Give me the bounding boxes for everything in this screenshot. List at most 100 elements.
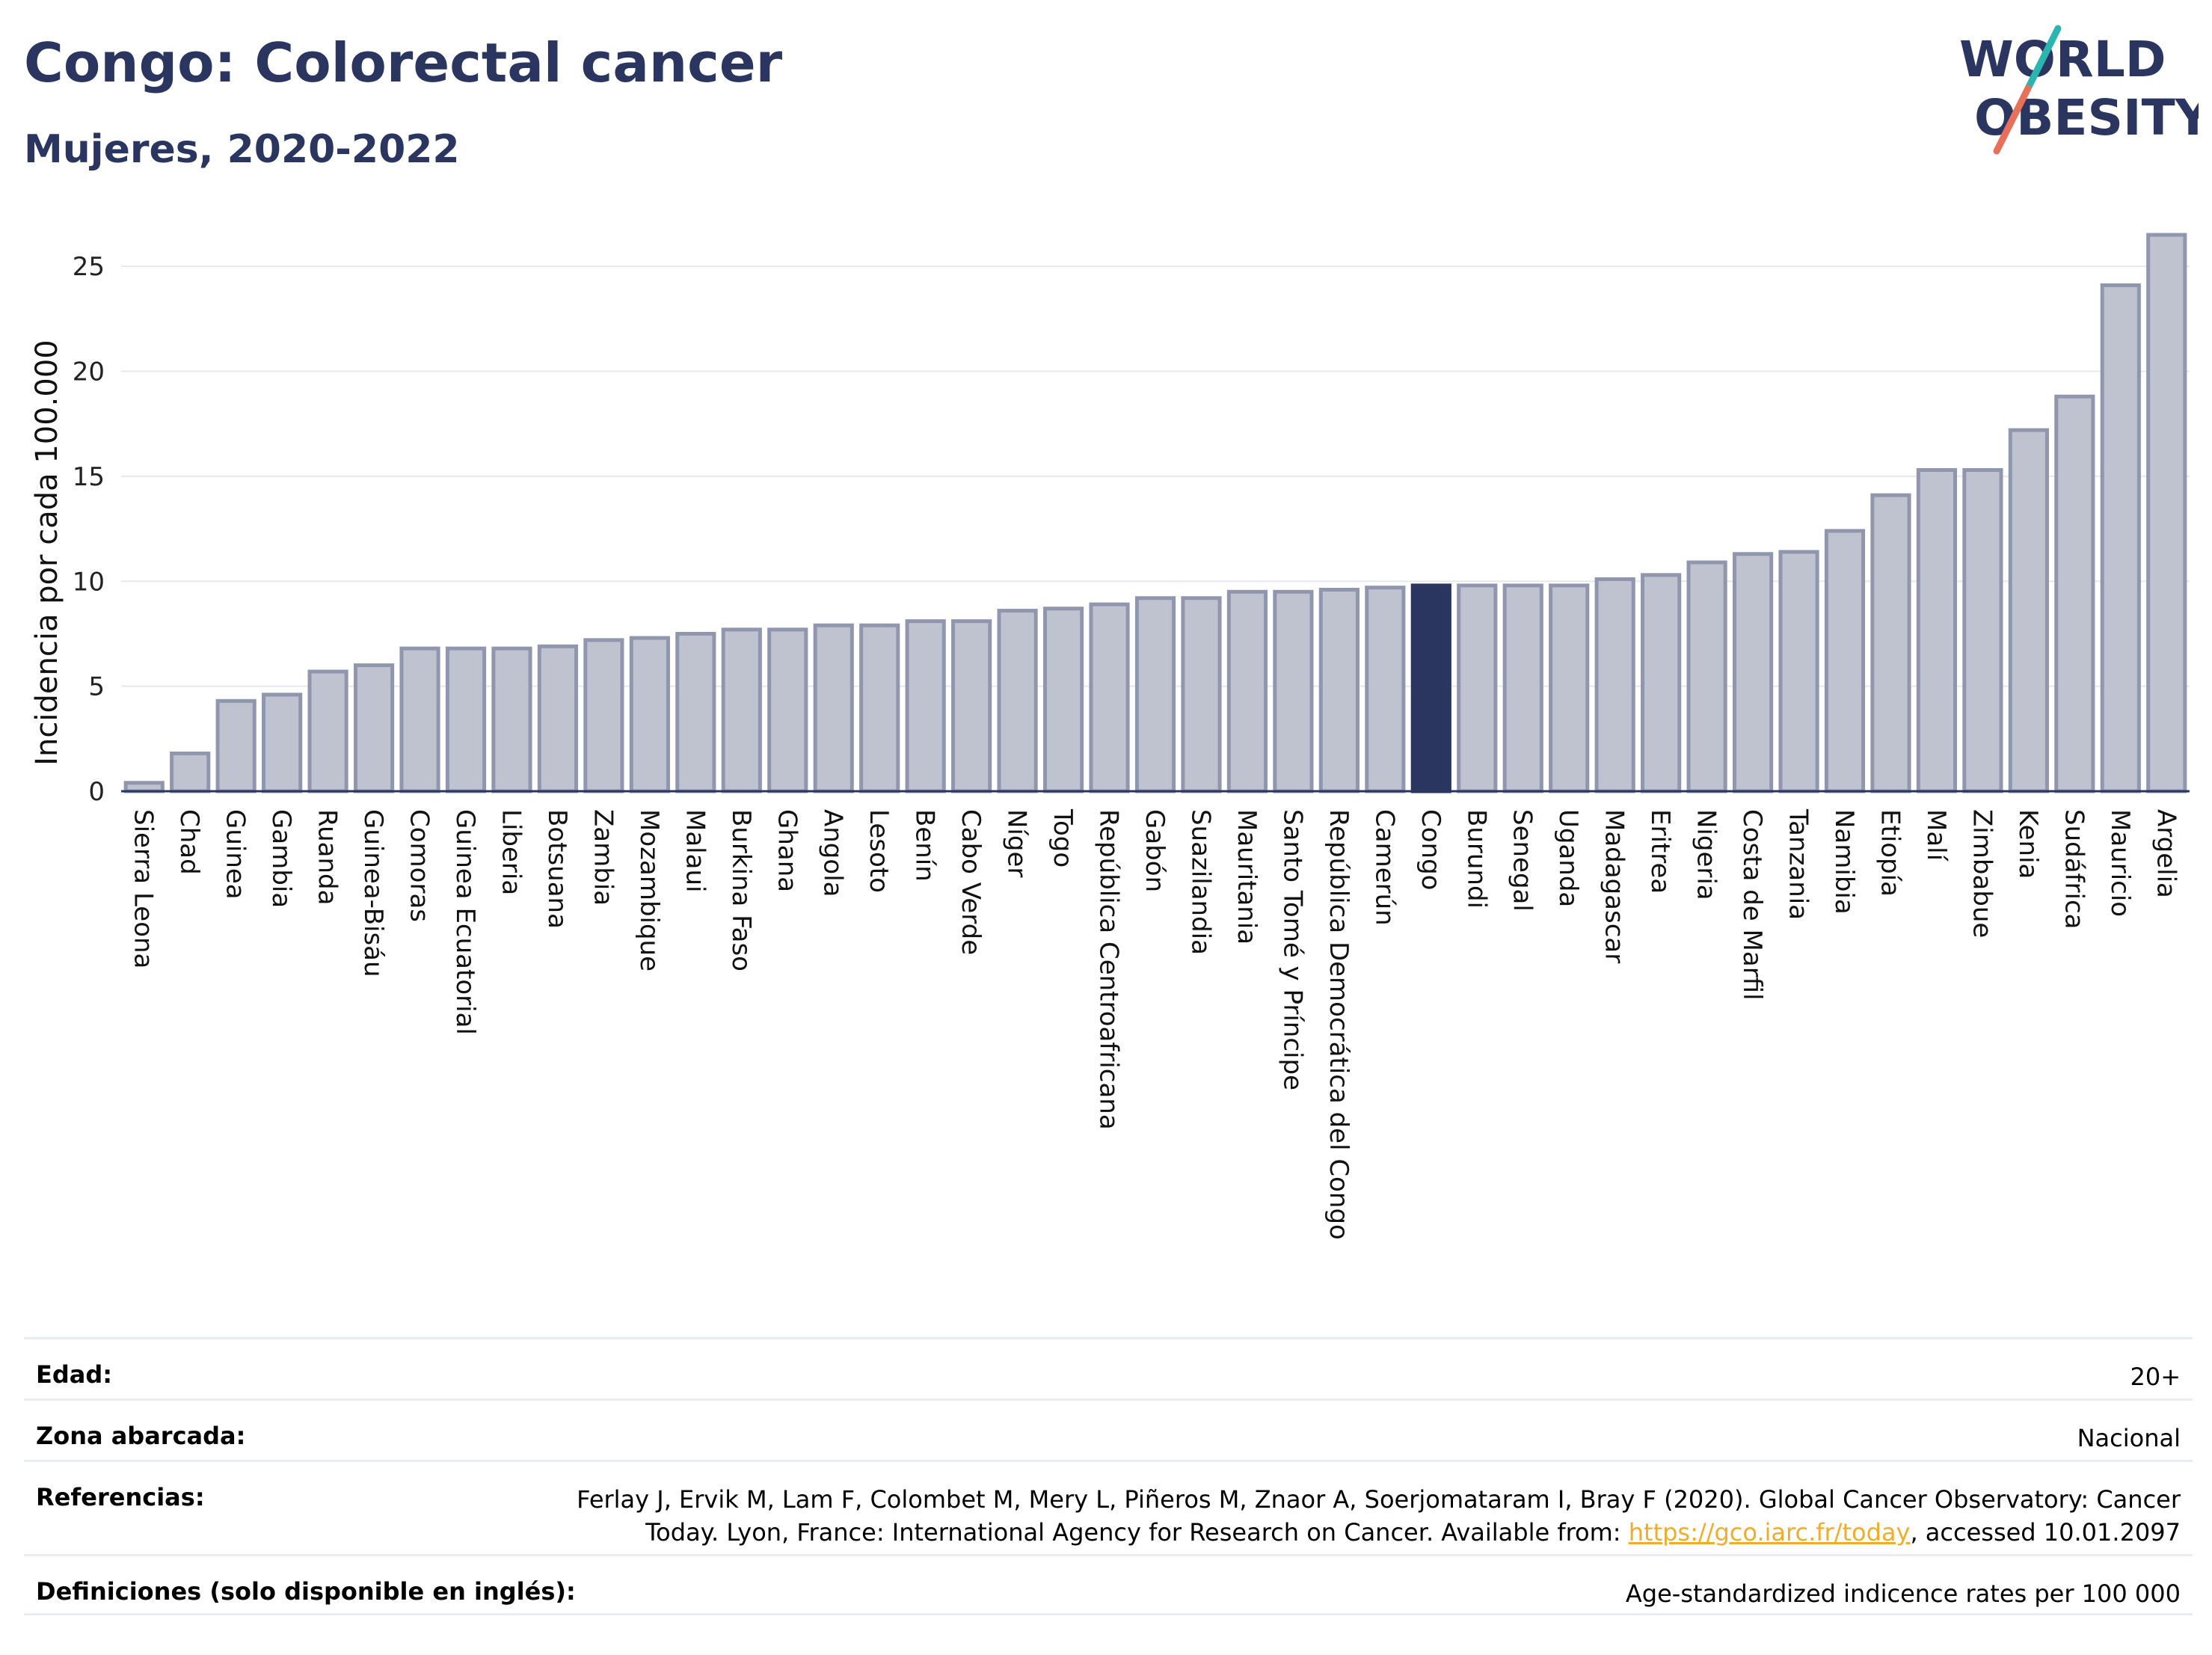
chart-subtitle: Mujeres, 2020-2022 <box>24 127 460 172</box>
bar <box>1732 552 1774 793</box>
logo-slash-teal <box>2024 25 2062 92</box>
x-tick-label: Guinea Ecuatorial <box>450 809 480 1035</box>
x-tick-label: Togo <box>1048 808 1078 868</box>
reference-accessed: , accessed 10.01.2097 <box>1910 1518 2181 1547</box>
bar <box>262 693 303 793</box>
bar <box>629 636 670 793</box>
x-tick-label: Níger <box>1002 809 1032 877</box>
bar <box>491 646 532 793</box>
y-tick-label: 20 <box>73 357 105 387</box>
x-tick-label: Comoras <box>405 809 434 922</box>
bar <box>951 619 992 793</box>
bar <box>1778 550 1819 793</box>
x-tick-label: Botsuana <box>542 809 572 929</box>
x-tick-label: Ruanda <box>313 809 342 905</box>
bar <box>1641 573 1682 793</box>
x-tick-label: Uganda <box>1553 809 1583 907</box>
info-value-age: 20+ <box>2130 1363 2181 1391</box>
bar-highlight <box>1410 583 1451 793</box>
x-tick-label: República Democrática del Congo <box>1324 809 1354 1240</box>
reference-line2: Today. Lyon, France: International Agenc… <box>645 1518 1629 1547</box>
x-tick-label: Tanzania <box>1784 808 1813 920</box>
chart-title: Congo: Colorectal cancer <box>24 31 783 94</box>
x-tick-label: Costa de Marfil <box>1737 809 1767 1001</box>
x-tick-label: Chad <box>174 809 204 875</box>
info-row-area: Zona abarcada: Nacional <box>24 1398 2193 1460</box>
x-tick-label: Sierra Leona <box>129 809 159 968</box>
x-tick-label: Etiopía <box>1875 809 1905 897</box>
bar <box>307 669 348 793</box>
bar <box>123 781 165 793</box>
x-tick-label: Argelia <box>2151 809 2181 898</box>
info-label-definitions: Definiciones (solo disponible en inglés)… <box>36 1577 576 1606</box>
x-tick-label: Congo <box>1416 809 1446 890</box>
info-table: Edad: 20+ Zona abarcada: Nacional Refere… <box>24 1337 2193 1615</box>
x-tick-label: Mauritania <box>1232 809 1262 945</box>
x-tick-label: Mozambique <box>634 809 664 971</box>
bar <box>2054 394 2095 793</box>
x-tick-label: Madagascar <box>1600 809 1629 963</box>
bar <box>675 631 716 793</box>
y-tick-label: 15 <box>73 462 105 492</box>
bar <box>170 751 211 793</box>
x-tick-label: Gambia <box>266 809 296 908</box>
x-tick-label: Guinea-Bisáu <box>358 809 388 977</box>
info-value-definitions: Age-standardized indicence rates per 100… <box>1625 1579 2181 1608</box>
bar <box>813 623 854 793</box>
bar <box>399 646 440 793</box>
bar <box>537 644 579 793</box>
info-value-area: Nacional <box>2077 1424 2181 1452</box>
info-value-references: Ferlay J, Ervik M, Lam F, Colombet M, Me… <box>577 1483 2181 1549</box>
y-tick-label: 5 <box>88 672 105 702</box>
bar <box>767 627 808 793</box>
bar <box>1870 493 1911 793</box>
info-label-area: Zona abarcada: <box>36 1422 246 1450</box>
bar <box>1089 602 1130 793</box>
x-tick-label: Guinea <box>221 809 251 900</box>
bar <box>1042 607 1084 793</box>
x-tick-label: Eritrea <box>1645 809 1675 894</box>
x-tick-label: República Centroafricana <box>1094 809 1124 1130</box>
x-tick-label: Santo Tomé y Príncipe <box>1277 809 1307 1090</box>
bar <box>1273 589 1314 793</box>
bar <box>1824 529 1866 793</box>
info-label-references: Referencias: <box>36 1483 205 1511</box>
bar <box>215 698 256 793</box>
bar <box>859 623 900 793</box>
x-tick-label: Senegal <box>1508 809 1537 912</box>
bar <box>1226 589 1268 793</box>
reference-link[interactable]: https://gco.iarc.fr/today <box>1628 1518 1911 1547</box>
bar <box>1916 467 1958 793</box>
bar-chart: 0 5 10 15 20 25 Sierra Leona Chad Guinea Gambia R… <box>30 233 2190 1240</box>
bars <box>123 233 2187 793</box>
bar <box>1549 583 1590 793</box>
x-axis-labels: Sierra Leona Chad Guinea Gambia Ruanda Guinea… <box>129 808 2181 1240</box>
x-tick-label: Lesoto <box>864 809 894 893</box>
y-tick-label: 25 <box>73 252 105 282</box>
bar <box>1318 587 1360 793</box>
x-tick-label: Sudáfrica <box>2059 809 2089 929</box>
x-tick-label: Burundi <box>1461 809 1491 909</box>
x-tick-label: Camerún <box>1369 809 1399 926</box>
bar <box>1962 467 2003 793</box>
bar <box>721 627 762 793</box>
bar <box>2100 283 2141 793</box>
bar <box>1181 596 1222 793</box>
x-tick-label: Ghana <box>772 809 802 892</box>
bar <box>353 663 395 793</box>
bar <box>1457 583 1498 793</box>
x-tick-label: Mauricio <box>2105 809 2135 917</box>
bar <box>1594 577 1635 793</box>
x-tick-label: Liberia <box>496 809 526 895</box>
x-tick-label: Suazilandia <box>1185 809 1215 955</box>
bar <box>997 609 1038 793</box>
y-axis-title: Incidencia por cada 100.000 <box>30 340 64 766</box>
x-tick-label: Angola <box>818 809 848 897</box>
x-tick-label: Benín <box>910 809 940 882</box>
x-tick-label: Nigeria <box>1692 809 1721 900</box>
reference-line1: Ferlay J, Ervik M, Lam F, Colombet M, Me… <box>577 1485 2181 1514</box>
logo-line1: WORLD <box>1959 31 2166 88</box>
bar <box>583 638 624 793</box>
y-tick-label: 10 <box>73 567 105 597</box>
x-tick-label: Malaui <box>680 809 710 892</box>
